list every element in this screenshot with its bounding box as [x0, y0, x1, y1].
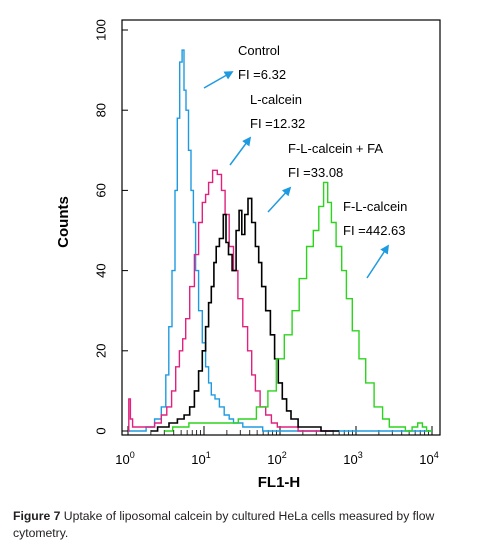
figure-caption: Figure 7 Uptake of liposomal calcein by …	[13, 508, 483, 542]
annotation-control-label: Control	[238, 43, 280, 58]
y-axis-label: Counts	[55, 196, 72, 248]
plot-frame	[121, 19, 441, 436]
series-line-f-l-calcein-fa	[150, 197, 340, 432]
x-tick-label: 100	[115, 450, 134, 467]
series-line-control	[128, 49, 432, 432]
flow-cytometry-histogram: 0 20 40 60 80 100 100 101 102 103 104 Counts FL1-…	[55, 19, 441, 491]
annotation-control-fi: FI =6.32	[238, 67, 286, 82]
series-line-f-l-calcein	[164, 181, 432, 432]
y-tick-label: 0	[93, 427, 108, 434]
x-tick-label: 101	[191, 450, 210, 467]
caption-figure-number: Figure 7	[13, 509, 61, 523]
annotation-fl-calcein-label: F-L-calcein	[343, 199, 407, 214]
annotation-l-calcein-fi: FI =12.32	[250, 116, 305, 131]
y-tick-label: 100	[93, 19, 108, 41]
annotation-fl-calcein-fi: FI =442.63	[343, 223, 406, 238]
annotation-flfa-arrow	[267, 186, 292, 213]
annotation-control-arrow	[203, 71, 234, 89]
annotation-flfa-label: F-L-calcein + FA	[288, 141, 383, 156]
annotation-fl-calcein-arrow	[366, 244, 389, 279]
x-axis-label: FL1-H	[258, 474, 301, 491]
annotation-flfa-fi: FI =33.08	[288, 165, 343, 180]
y-tick-label: 60	[93, 183, 108, 197]
x-tick-label: 102	[267, 450, 286, 467]
annotation-l-calcein-arrow	[229, 136, 252, 166]
y-tick-label: 80	[93, 103, 108, 117]
y-tick-label: 20	[93, 344, 108, 358]
y-tick-label: 40	[93, 263, 108, 277]
x-tick-label: 103	[343, 450, 362, 467]
caption-text: Uptake of liposomal calcein by cultured …	[13, 509, 435, 540]
x-tick-label: 104	[419, 450, 438, 467]
series-line-l-calcein	[128, 169, 334, 432]
annotation-l-calcein-label: L-calcein	[250, 92, 302, 107]
